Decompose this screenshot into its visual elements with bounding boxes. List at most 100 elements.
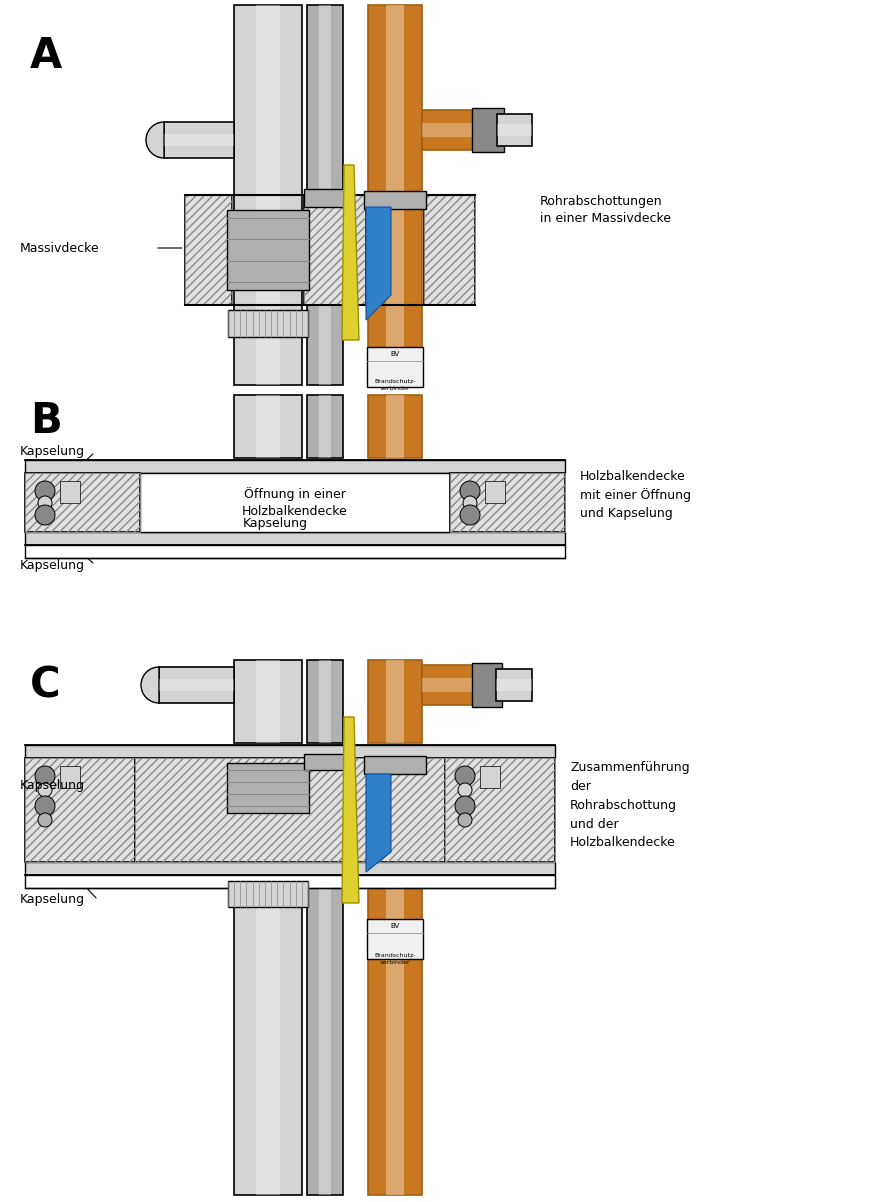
Bar xyxy=(445,758,555,862)
Bar xyxy=(367,347,423,387)
Bar xyxy=(318,395,331,458)
Circle shape xyxy=(38,813,52,827)
Text: Zusammenführung
der
Rohrabschottung
und der
Holzbalkendecke: Zusammenführung der Rohrabschottung und … xyxy=(570,761,690,850)
Circle shape xyxy=(38,783,52,797)
Bar xyxy=(480,766,500,789)
Bar xyxy=(424,195,475,305)
Bar xyxy=(25,745,555,758)
Bar xyxy=(227,763,309,813)
Bar xyxy=(25,758,135,862)
Bar xyxy=(256,5,280,385)
Text: Kapselung: Kapselung xyxy=(20,446,85,458)
Bar xyxy=(422,678,487,692)
Text: Brandschutz-
verbinder: Brandschutz- verbinder xyxy=(374,380,416,391)
Bar xyxy=(256,395,280,458)
Bar xyxy=(228,881,308,908)
Text: B: B xyxy=(30,400,62,442)
Bar xyxy=(450,474,565,532)
Bar xyxy=(318,660,331,743)
Bar xyxy=(159,679,234,691)
Bar xyxy=(135,758,445,862)
Bar xyxy=(385,395,405,458)
Bar xyxy=(385,660,405,743)
Text: Kapselung: Kapselung xyxy=(242,518,308,530)
Bar xyxy=(185,195,232,305)
Circle shape xyxy=(455,766,475,786)
Circle shape xyxy=(458,783,472,797)
Bar xyxy=(364,756,426,774)
Circle shape xyxy=(35,481,55,501)
Bar xyxy=(256,660,280,743)
Bar xyxy=(318,880,331,1195)
Bar xyxy=(472,664,502,707)
Bar xyxy=(135,758,445,862)
Bar xyxy=(234,880,302,1195)
Text: Öffnung in einer
Holzbalkendecke: Öffnung in einer Holzbalkendecke xyxy=(242,488,348,518)
Bar xyxy=(497,124,532,136)
Bar xyxy=(25,545,565,558)
Bar xyxy=(227,210,309,290)
Bar xyxy=(485,481,505,502)
Polygon shape xyxy=(366,774,391,871)
Bar xyxy=(234,660,302,743)
Bar xyxy=(385,880,405,1195)
Bar xyxy=(25,875,555,888)
Bar xyxy=(496,679,532,691)
Bar xyxy=(256,880,280,1195)
Wedge shape xyxy=(146,121,164,157)
Circle shape xyxy=(35,766,55,786)
Bar xyxy=(60,766,80,789)
Bar xyxy=(496,670,532,701)
Bar xyxy=(422,665,487,706)
Bar xyxy=(368,660,422,743)
Bar xyxy=(304,195,366,305)
Circle shape xyxy=(35,796,55,816)
Bar xyxy=(307,880,343,1195)
Circle shape xyxy=(463,496,477,510)
Bar xyxy=(304,195,366,305)
Bar xyxy=(497,114,532,145)
Text: Brandschutz-
verbinder: Brandschutz- verbinder xyxy=(374,953,416,964)
Text: Rohrabschottungen
in einer Massivdecke: Rohrabschottungen in einer Massivdecke xyxy=(540,195,671,226)
Bar xyxy=(25,758,135,862)
Text: Kapselung: Kapselung xyxy=(20,559,85,571)
Text: BV: BV xyxy=(391,351,399,357)
Bar xyxy=(159,667,234,703)
Bar xyxy=(234,395,302,458)
Bar xyxy=(422,123,487,137)
Text: Kapselung: Kapselung xyxy=(20,779,85,791)
Bar xyxy=(318,5,331,385)
Wedge shape xyxy=(141,667,159,703)
Text: Holzbalkendecke
mit einer Öffnung
und Kapselung: Holzbalkendecke mit einer Öffnung und Ka… xyxy=(580,470,691,520)
Bar xyxy=(25,532,565,545)
Bar xyxy=(422,111,487,150)
Bar xyxy=(307,660,343,743)
Circle shape xyxy=(458,813,472,827)
Bar xyxy=(304,189,346,207)
Bar xyxy=(25,474,140,532)
Bar xyxy=(185,195,232,305)
Bar xyxy=(140,474,450,532)
Circle shape xyxy=(460,505,480,525)
Polygon shape xyxy=(342,165,359,340)
Bar xyxy=(164,133,234,147)
Text: Kapselung: Kapselung xyxy=(20,893,85,906)
Text: C: C xyxy=(30,665,61,707)
Text: BV: BV xyxy=(391,923,399,929)
Bar xyxy=(472,108,504,151)
Bar xyxy=(164,121,234,157)
Bar xyxy=(25,460,565,474)
Bar xyxy=(25,474,140,532)
Text: Massivdecke: Massivdecke xyxy=(20,242,99,255)
Bar xyxy=(60,481,80,502)
Polygon shape xyxy=(366,207,391,320)
Bar xyxy=(234,5,302,385)
Polygon shape xyxy=(342,718,359,903)
Circle shape xyxy=(460,481,480,501)
Text: A: A xyxy=(30,35,62,77)
Bar xyxy=(450,474,565,532)
Circle shape xyxy=(38,496,52,510)
Bar xyxy=(424,195,475,305)
Bar xyxy=(307,5,343,385)
Bar xyxy=(304,754,346,770)
